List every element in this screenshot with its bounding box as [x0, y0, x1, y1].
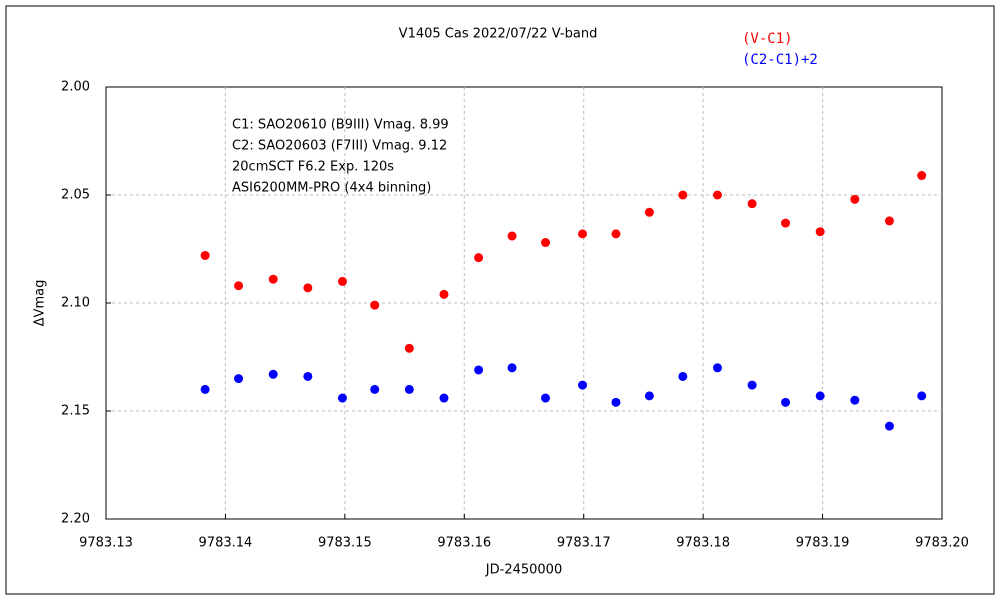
- data-point: [578, 229, 588, 239]
- data-point: [678, 190, 688, 200]
- y-tick-label: 2.00: [61, 80, 90, 95]
- annotation: 20cmSCT F6.2 Exp. 120s: [232, 160, 394, 175]
- data-point: [781, 397, 791, 407]
- data-point: [507, 363, 517, 373]
- data-point: [850, 395, 860, 405]
- data-point: [850, 194, 860, 204]
- data-point: [200, 250, 210, 260]
- x-axis-label: JD-2450000: [485, 563, 562, 578]
- data-point: [200, 384, 210, 394]
- data-point: [507, 231, 517, 241]
- data-point: [268, 369, 278, 379]
- x-tick-label: 9783.18: [676, 536, 730, 551]
- y-tick-label: 2.20: [61, 512, 90, 527]
- data-point: [781, 218, 791, 228]
- data-point: [917, 391, 927, 401]
- data-point: [370, 384, 380, 394]
- data-point: [303, 283, 313, 293]
- chart-title: V1405 Cas 2022/07/22 V-band: [399, 27, 598, 42]
- data-point: [404, 384, 414, 394]
- y-tick-label: 2.10: [61, 296, 90, 311]
- data-point: [474, 365, 484, 375]
- data-point: [611, 229, 621, 239]
- annotation: C2: SAO20603 (F7III) Vmag. 9.12: [232, 139, 447, 154]
- data-point: [678, 371, 688, 381]
- data-point: [644, 207, 654, 217]
- data-point: [815, 227, 825, 237]
- x-tick-label: 9783.19: [796, 536, 850, 551]
- x-tick-label: 9783.17: [557, 536, 611, 551]
- legend-entry: (C2-C1)+2: [742, 52, 818, 68]
- data-point: [540, 238, 550, 248]
- data-point: [303, 371, 313, 381]
- x-tick-label: 9783.20: [915, 536, 969, 551]
- data-point: [234, 374, 244, 384]
- data-point: [884, 216, 894, 226]
- data-point: [404, 343, 414, 353]
- data-point: [337, 276, 347, 286]
- data-point: [917, 171, 927, 181]
- y-tick-label: 2.15: [61, 404, 90, 419]
- data-point: [578, 380, 588, 390]
- data-point: [474, 253, 484, 263]
- annotation: ASI6200MM-PRO (4x4 binning): [232, 181, 431, 196]
- data-point: [234, 281, 244, 291]
- data-point: [439, 289, 449, 299]
- data-point: [712, 363, 722, 373]
- frame: [5, 5, 995, 595]
- data-point: [540, 393, 550, 403]
- data-point: [747, 380, 757, 390]
- y-axis-label: ΔVmag: [33, 280, 48, 327]
- x-tick-label: 9783.13: [79, 536, 133, 551]
- legend-entry: (V-C1): [742, 31, 793, 47]
- data-point: [611, 397, 621, 407]
- data-point: [884, 421, 894, 431]
- data-point: [268, 274, 278, 284]
- x-tick-label: 9783.16: [437, 536, 491, 551]
- data-point: [815, 391, 825, 401]
- data-point: [712, 190, 722, 200]
- data-point: [644, 391, 654, 401]
- x-tick-label: 9783.14: [199, 536, 253, 551]
- y-tick-label: 2.05: [61, 188, 90, 203]
- data-point: [337, 393, 347, 403]
- data-point: [370, 300, 380, 310]
- annotation: C1: SAO20610 (B9III) Vmag. 8.99: [232, 118, 449, 133]
- data-point: [747, 199, 757, 209]
- data-point: [439, 393, 449, 403]
- x-tick-label: 9783.15: [318, 536, 372, 551]
